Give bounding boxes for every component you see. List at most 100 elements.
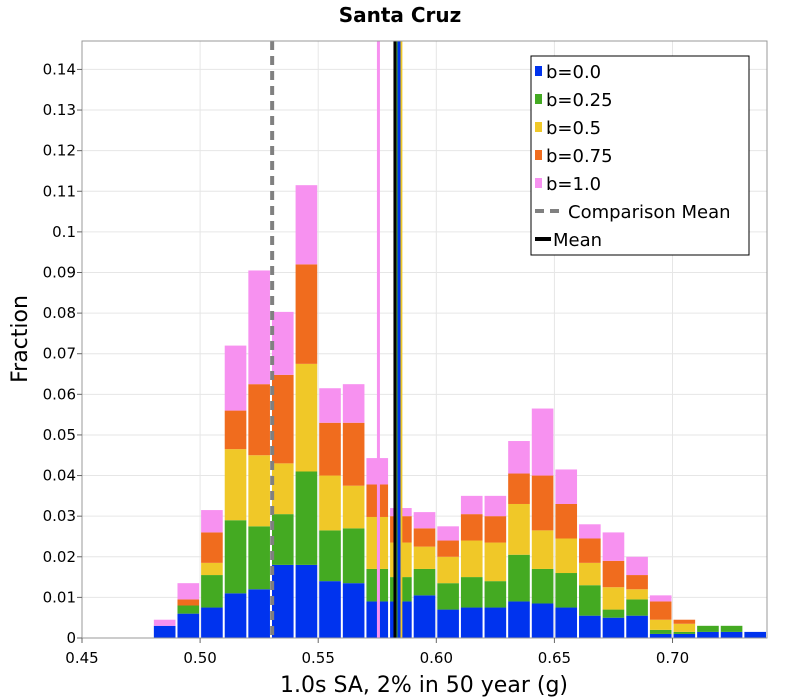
bar-b-0-5-bin-6 bbox=[295, 363, 318, 472]
bar-b-0-75-bin-20 bbox=[626, 575, 648, 590]
x-tick-label: 0.45 bbox=[65, 649, 98, 667]
bar-b-0-25-bin-16 bbox=[531, 568, 554, 604]
bar-b-0-0-bin-2 bbox=[201, 607, 223, 638]
bar-b-1-0-bin-16 bbox=[531, 408, 554, 476]
bar-b-1-0-bin-8 bbox=[342, 384, 365, 423]
y-tick-label: 0.13 bbox=[43, 101, 76, 119]
bar-b-0-5-bin-3 bbox=[224, 449, 247, 521]
bar-b-0-25-bin-3 bbox=[224, 520, 247, 594]
legend-label-b-0-25: b=0.25 bbox=[546, 90, 613, 111]
bar-b-0-75-bin-19 bbox=[602, 560, 625, 588]
bar-b-0-25-bin-22 bbox=[673, 631, 696, 634]
bar-b-1-0-bin-3 bbox=[224, 345, 247, 411]
chart-title: Santa Cruz bbox=[339, 3, 462, 27]
legend-label-comparison-mean: Comparison Mean bbox=[568, 202, 731, 223]
bar-b-0-0-bin-19 bbox=[602, 617, 625, 638]
bar-b-0-75-bin-22 bbox=[673, 619, 696, 624]
legend-swatch-b-1-0 bbox=[535, 178, 542, 188]
legend-swatch-b-0-75 bbox=[535, 150, 542, 160]
bar-b-1-0-bin-0 bbox=[153, 619, 176, 626]
x-tick-label: 0.60 bbox=[420, 649, 453, 667]
bar-b-0-25-bin-20 bbox=[626, 599, 648, 616]
bar-b-0-75-bin-5 bbox=[271, 374, 294, 464]
y-tick-label: 0.11 bbox=[43, 182, 76, 200]
x-tick-label: 0.55 bbox=[302, 649, 335, 667]
bar-b-1-0-bin-17 bbox=[555, 469, 578, 504]
bar-b-0-0-bin-3 bbox=[224, 593, 247, 638]
bar-b-1-0-bin-12 bbox=[437, 526, 459, 541]
bar-b-0-75-bin-16 bbox=[531, 475, 554, 531]
bar-b-0-5-bin-21 bbox=[649, 619, 672, 630]
y-tick-label: 0.06 bbox=[43, 385, 76, 403]
bar-b-0-75-bin-14 bbox=[484, 516, 507, 543]
bar-b-0-25-bin-4 bbox=[248, 526, 270, 590]
y-tick-label: 0.12 bbox=[43, 142, 76, 160]
bar-b-0-0-bin-5 bbox=[271, 564, 294, 638]
bar-b-0-5-bin-22 bbox=[673, 623, 696, 632]
bar-b-0-0-bin-16 bbox=[531, 603, 554, 638]
bar-b-0-0-bin-23 bbox=[697, 631, 719, 638]
y-tick-label: 0.04 bbox=[43, 467, 76, 485]
bar-b-0-75-bin-13 bbox=[460, 514, 483, 541]
bar-b-0-0-bin-24 bbox=[720, 631, 743, 638]
bar-b-1-0-bin-4 bbox=[248, 270, 270, 385]
bar-b-0-0-bin-14 bbox=[484, 607, 507, 638]
bar-b-0-0-bin-12 bbox=[437, 609, 459, 638]
bar-b-0-5-bin-17 bbox=[555, 538, 578, 574]
bar-b-0-0-bin-4 bbox=[248, 589, 270, 638]
legend: b=0.0 b=0.25 b=0.5 b=0.75 b=1.0 Comparison Me… bbox=[530, 55, 750, 256]
bar-b-1-0-bin-6 bbox=[295, 185, 318, 265]
bar-b-0-5-bin-14 bbox=[484, 542, 507, 582]
bar-b-1-0-bin-5 bbox=[271, 311, 294, 375]
bar-b-0-0-bin-6 bbox=[295, 564, 318, 638]
y-tick-label: 0.01 bbox=[43, 588, 76, 606]
y-tick-label: 0.03 bbox=[43, 507, 76, 525]
bar-b-1-0-bin-7 bbox=[319, 388, 341, 423]
bar-b-0-5-bin-5 bbox=[271, 463, 294, 515]
bar-b-0-0-bin-25 bbox=[744, 631, 766, 638]
legend-label-b-0-0: b=0.0 bbox=[546, 62, 601, 83]
bar-b-0-75-bin-12 bbox=[437, 540, 459, 557]
y-tick-label: 0 bbox=[66, 629, 76, 647]
y-tick-label: 0.07 bbox=[43, 345, 76, 363]
bar-b-0-5-bin-18 bbox=[579, 562, 601, 586]
bar-b-0-25-bin-17 bbox=[555, 573, 578, 608]
bar-b-1-0-bin-19 bbox=[602, 532, 625, 561]
bar-b-0-75-bin-21 bbox=[649, 601, 672, 620]
bar-b-0-0-bin-8 bbox=[342, 583, 365, 638]
legend-swatch-b-0-5 bbox=[535, 122, 542, 132]
bar-b-0-5-bin-19 bbox=[602, 587, 625, 610]
bar-b-0-5-bin-12 bbox=[437, 556, 459, 584]
plot-frame bbox=[81, 40, 768, 639]
bar-b-1-0-bin-2 bbox=[201, 510, 223, 533]
x-tick-label: 0.70 bbox=[656, 649, 689, 667]
bar-b-0-0-bin-7 bbox=[319, 581, 341, 638]
bar-b-0-5-bin-2 bbox=[201, 562, 223, 576]
y-tick-label: 0.08 bbox=[43, 304, 76, 322]
y-tick-label: 0.09 bbox=[43, 263, 76, 281]
bar-b-0-0-bin-1 bbox=[177, 613, 200, 638]
bar-b-0-5-bin-16 bbox=[531, 530, 554, 569]
bar-b-1-0-bin-1 bbox=[177, 583, 200, 600]
bar-b-1-0-bin-15 bbox=[508, 441, 530, 474]
bar-b-0-5-bin-4 bbox=[248, 455, 270, 527]
bar-b-0-75-bin-18 bbox=[579, 538, 601, 563]
bar-b-0-0-bin-13 bbox=[460, 607, 483, 638]
x-tick-label: 0.50 bbox=[183, 649, 216, 667]
bar-b-0-0-bin-11 bbox=[413, 595, 436, 638]
legend-label-b-1-0: b=1.0 bbox=[546, 174, 601, 195]
x-axis-ticks: 0.45 0.50 0.55 0.60 0.65 0.70 bbox=[65, 638, 689, 667]
legend-label-b-0-5: b=0.5 bbox=[546, 118, 601, 139]
y-axis-label: Fraction bbox=[8, 295, 33, 383]
bar-b-1-0-bin-13 bbox=[460, 495, 483, 515]
bar-b-0-0-bin-21 bbox=[649, 633, 672, 638]
bar-b-1-0-bin-18 bbox=[579, 524, 601, 539]
bar-b-0-0-bin-20 bbox=[626, 615, 648, 638]
bar-b-0-5-bin-20 bbox=[626, 589, 648, 600]
bar-b-0-25-bin-14 bbox=[484, 581, 507, 608]
legend-label-b-0-75: b=0.75 bbox=[546, 146, 613, 167]
x-tick-label: 0.65 bbox=[538, 649, 571, 667]
legend-box bbox=[530, 55, 750, 256]
bar-b-0-0-bin-17 bbox=[555, 607, 578, 638]
